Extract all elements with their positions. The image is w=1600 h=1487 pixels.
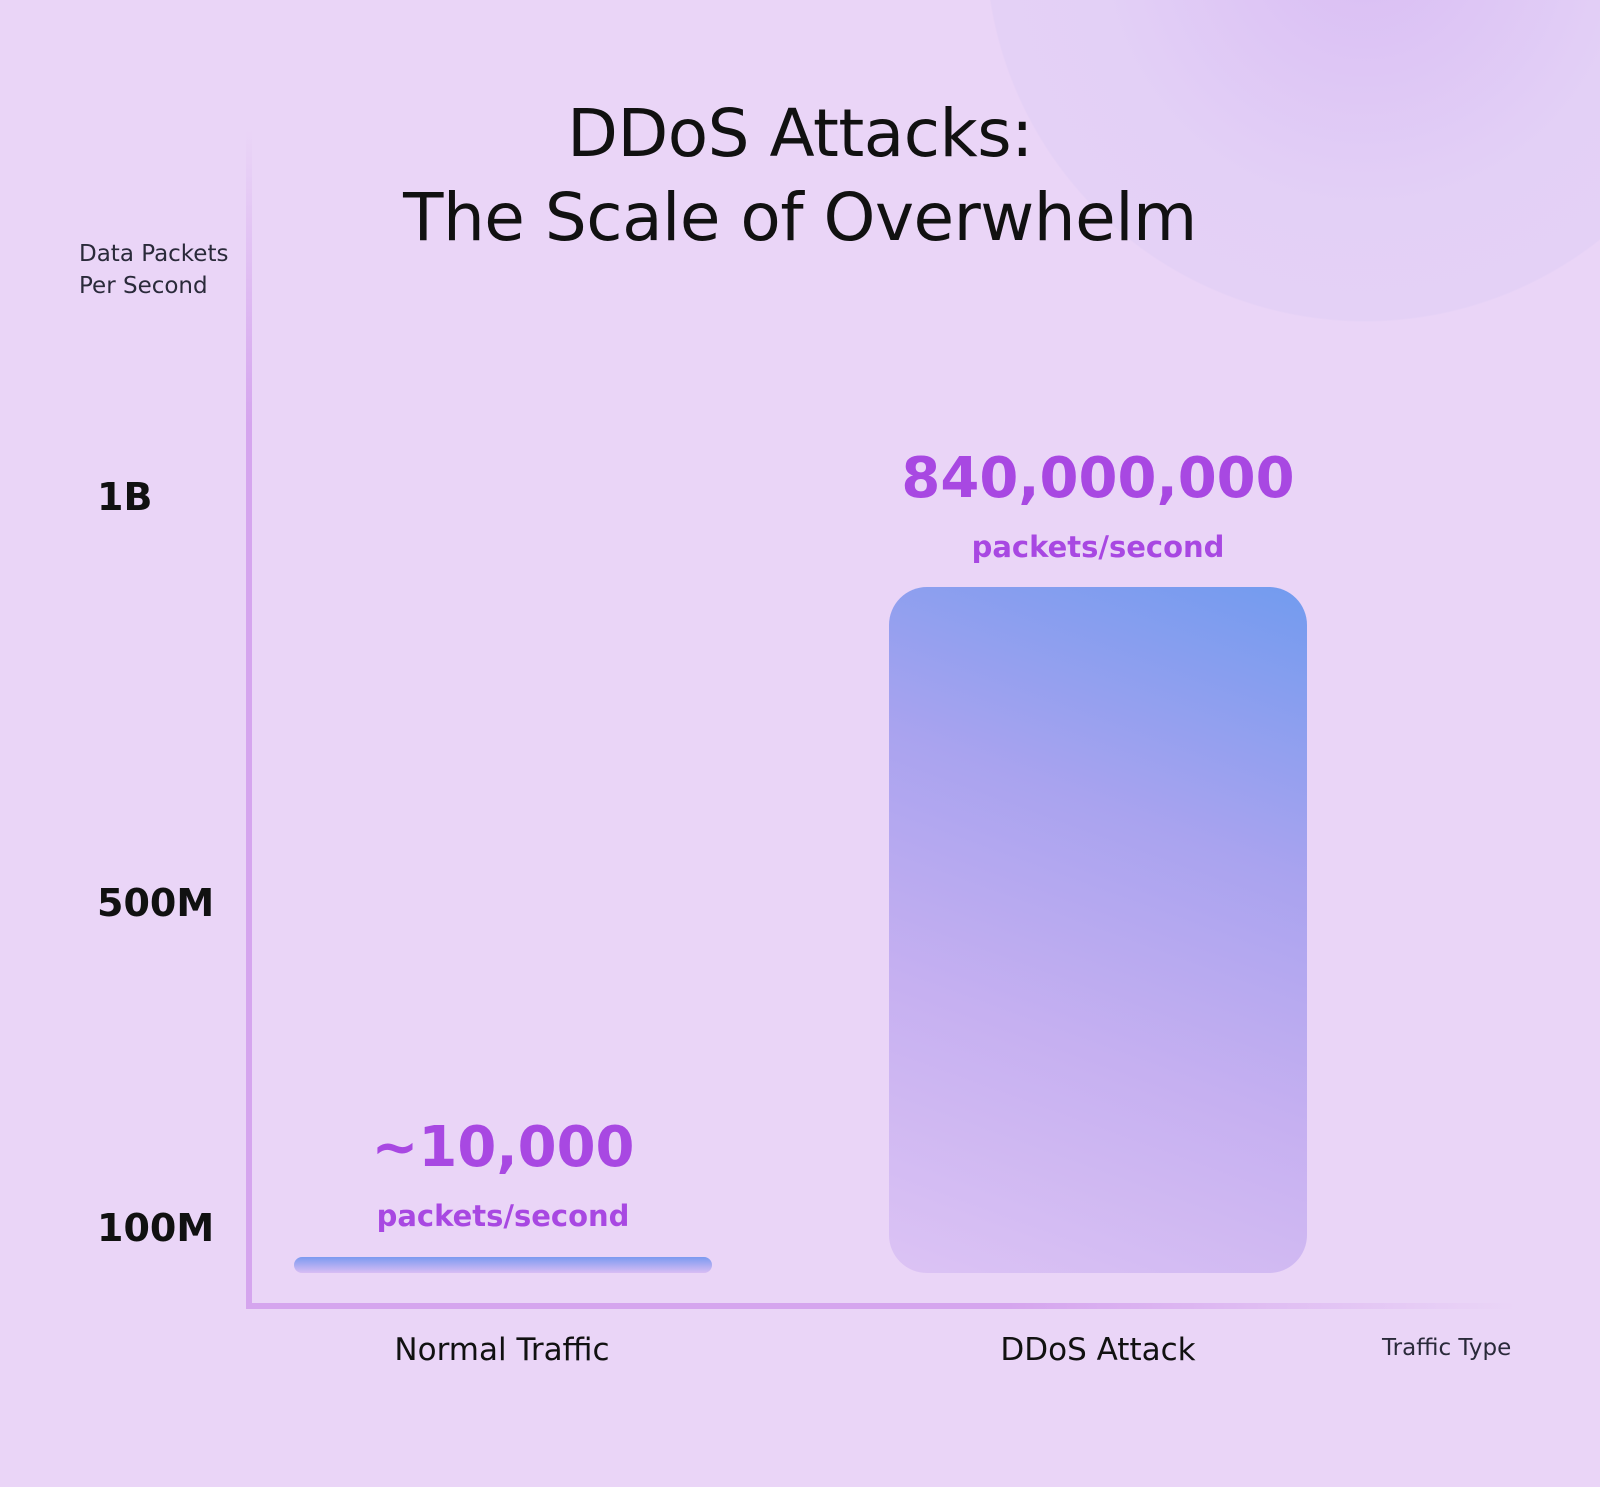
data-label-ddos-unit: packets/second bbox=[971, 530, 1225, 564]
y-tick-1b: 1B bbox=[97, 475, 153, 519]
data-label-normal-value: ~10,000 bbox=[371, 1115, 635, 1180]
bar-ddos-attack bbox=[889, 587, 1307, 1273]
chart-title: DDoS Attacks: The Scale of Overwhelm bbox=[0, 92, 1600, 260]
y-tick-100m: 100M bbox=[97, 1206, 215, 1250]
data-label-normal-unit: packets/second bbox=[376, 1199, 630, 1233]
decorative-circle bbox=[985, 0, 1600, 322]
x-tick-ddos-attack: DDoS Attack bbox=[1000, 1332, 1196, 1368]
y-axis-line bbox=[246, 130, 252, 1309]
bar-normal-traffic bbox=[294, 1257, 712, 1273]
y-axis-label-line-1: Data Packets bbox=[79, 241, 229, 267]
y-axis-label: Data Packets Per Second bbox=[79, 238, 228, 302]
x-axis-label: Traffic Type bbox=[1382, 1335, 1512, 1361]
x-axis-line bbox=[246, 1303, 1516, 1309]
title-line-2: The Scale of Overwhelm bbox=[403, 179, 1197, 256]
title-line-1: DDoS Attacks: bbox=[567, 95, 1033, 172]
y-tick-500m: 500M bbox=[97, 881, 215, 925]
data-label-ddos-value: 840,000,000 bbox=[901, 446, 1295, 511]
y-axis-label-line-2: Per Second bbox=[79, 273, 208, 299]
x-tick-normal-traffic: Normal Traffic bbox=[394, 1332, 610, 1368]
